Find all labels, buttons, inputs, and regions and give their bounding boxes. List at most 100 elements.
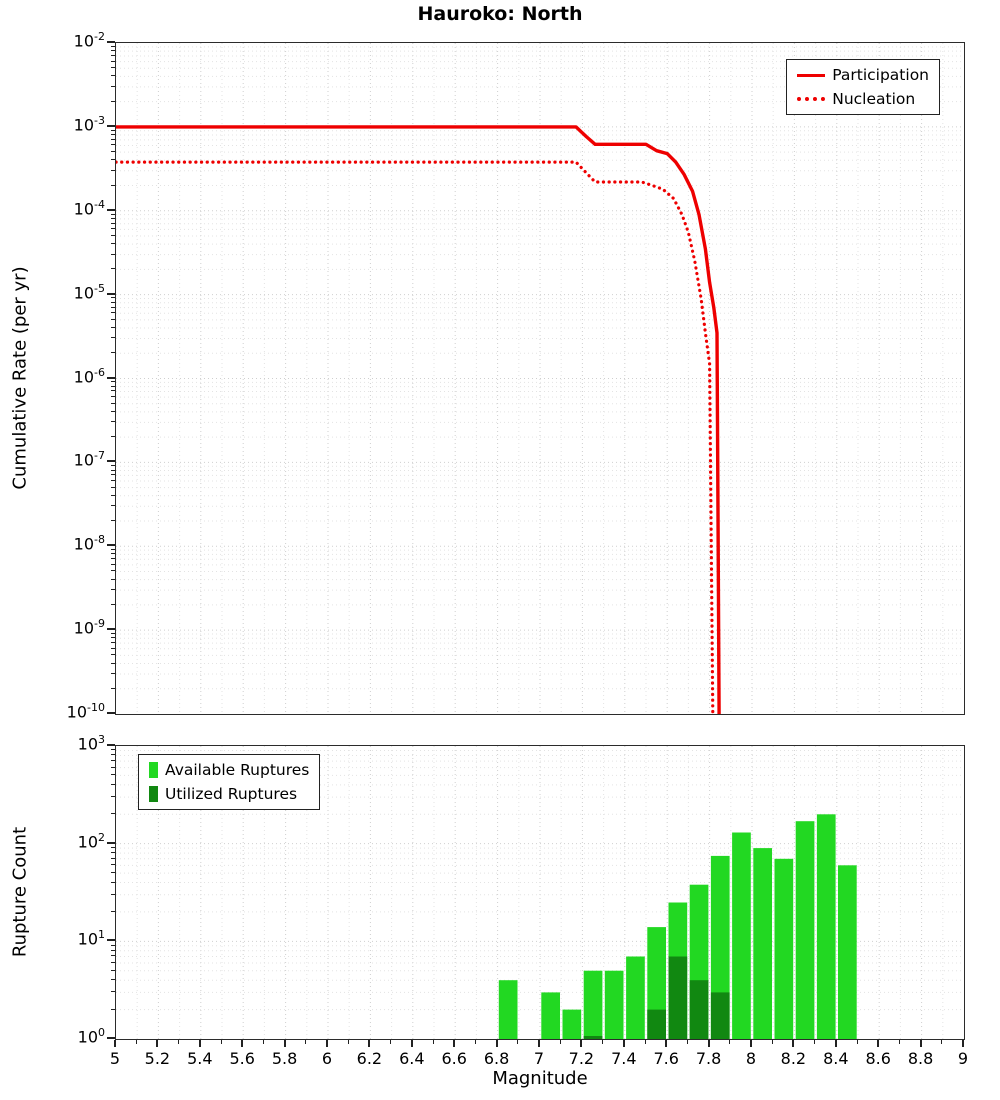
x-tick-label: 7.6 — [653, 1049, 679, 1068]
x-minor-tick-mark — [135, 1040, 137, 1044]
x-tick-mark — [919, 1040, 922, 1047]
y-minor-tick-mark — [111, 228, 115, 230]
x-tick-label: 5 — [109, 1049, 121, 1068]
x-tick-mark — [453, 1040, 456, 1047]
y-tick-mark — [107, 460, 115, 463]
y-tick-mark — [107, 1037, 115, 1039]
legend-label-nucleation: Nucleation — [832, 90, 916, 108]
y-minor-tick-mark — [111, 955, 115, 957]
y-minor-tick-mark — [111, 234, 115, 236]
y-minor-tick-mark — [111, 494, 115, 496]
x-tick-label: 6 — [321, 1049, 333, 1068]
x-tick-label: 7.2 — [568, 1049, 595, 1068]
x-tick-mark — [834, 1040, 837, 1047]
y-minor-tick-mark — [111, 217, 115, 219]
x-minor-tick-mark — [729, 1040, 731, 1044]
legend-label-participation: Participation — [832, 66, 929, 84]
y-minor-tick-mark — [111, 654, 115, 656]
legend-row-nucleation: Nucleation — [797, 90, 929, 108]
y-minor-tick-mark — [111, 852, 115, 854]
y-tick-label: 10-2 — [73, 30, 105, 51]
y-minor-tick-mark — [111, 944, 115, 946]
available-swatch — [149, 762, 158, 778]
x-tick-label: 5.2 — [144, 1049, 171, 1068]
y-minor-tick-mark — [111, 520, 115, 521]
y-minor-tick-mark — [111, 570, 115, 572]
x-minor-tick-mark — [517, 1040, 519, 1044]
x-minor-tick-mark — [814, 1040, 816, 1044]
y-minor-tick-mark — [111, 213, 115, 215]
y-minor-tick-mark — [111, 647, 115, 649]
y-minor-tick-mark — [111, 549, 115, 551]
y-minor-tick-mark — [111, 169, 115, 171]
rupture-count-plot-canvas — [116, 746, 964, 1039]
y-minor-tick-mark — [111, 589, 115, 591]
x-tick-mark — [241, 1040, 244, 1047]
x-minor-tick-mark — [686, 1040, 688, 1044]
x-tick-mark — [707, 1040, 710, 1047]
y-minor-tick-mark — [111, 159, 115, 161]
x-minor-tick-mark — [559, 1040, 561, 1044]
legend-row-participation: Participation — [797, 66, 929, 84]
x-tick-mark — [410, 1040, 413, 1047]
x-tick-label: 8.4 — [823, 1049, 849, 1068]
x-tick-label: 7.8 — [695, 1049, 722, 1068]
y-minor-tick-mark — [111, 396, 115, 398]
y-minor-tick-mark — [111, 385, 115, 387]
x-tick-label: 5.6 — [229, 1049, 255, 1068]
y-minor-tick-mark — [111, 421, 115, 423]
y-minor-tick-mark — [111, 337, 115, 339]
rupture-legend: Available Ruptures Utilized Ruptures — [138, 754, 321, 810]
y-minor-tick-mark — [111, 390, 115, 392]
x-minor-tick-mark — [390, 1040, 392, 1044]
y-minor-tick-mark — [111, 138, 115, 140]
x-axis-label: Magnitude — [492, 1068, 588, 1089]
y-minor-tick-mark — [111, 297, 115, 299]
y-tick-mark — [107, 939, 115, 942]
y-tick-mark — [107, 292, 115, 295]
y-tick-label: 101 — [77, 928, 105, 949]
x-tick-label: 7.4 — [611, 1049, 637, 1068]
y-minor-tick-mark — [111, 991, 115, 993]
x-tick-label: 6.6 — [441, 1049, 467, 1068]
y-minor-tick-mark — [111, 410, 115, 412]
rate-legend: Participation Nucleation — [786, 59, 940, 115]
y-minor-tick-mark — [111, 60, 115, 62]
y-minor-tick-mark — [111, 100, 115, 102]
y-minor-tick-mark — [111, 253, 115, 255]
x-minor-tick-mark — [771, 1040, 773, 1044]
x-minor-tick-mark — [305, 1040, 307, 1044]
y-tick-label: 10-3 — [73, 113, 105, 135]
y-minor-tick-mark — [111, 969, 115, 971]
cumulative-rate-plot: Participation Nucleation — [115, 42, 965, 715]
legend-row-available: Available Ruptures — [149, 761, 309, 779]
y-minor-tick-mark — [111, 578, 115, 580]
y-tick-label: 10-10 — [66, 701, 105, 722]
y-minor-tick-mark — [111, 603, 115, 605]
y-minor-tick-mark — [111, 949, 115, 951]
y-minor-tick-mark — [111, 766, 115, 768]
y-tick-mark — [107, 712, 115, 714]
y-minor-tick-mark — [111, 857, 115, 859]
y-minor-tick-mark — [111, 558, 115, 560]
chart-title: Hauroko: North — [417, 3, 583, 25]
y-minor-tick-mark — [111, 1008, 115, 1010]
y-tick-label: 103 — [77, 733, 105, 754]
y-minor-tick-mark — [111, 662, 115, 664]
x-tick-mark — [538, 1040, 540, 1047]
y-minor-tick-mark — [111, 553, 115, 555]
x-minor-tick-mark — [856, 1040, 858, 1044]
y-minor-tick-mark — [111, 129, 115, 131]
x-tick-mark — [665, 1040, 668, 1047]
y-tick-mark — [107, 208, 115, 211]
y-minor-tick-mark — [111, 469, 115, 471]
x-tick-label: 8.8 — [907, 1049, 934, 1068]
nucleation-line-sample — [797, 97, 826, 101]
rupture-count-plot: Available Ruptures Utilized Ruptures — [115, 745, 965, 1040]
x-tick-mark — [114, 1040, 116, 1047]
x-minor-tick-mark — [347, 1040, 349, 1044]
y-minor-tick-mark — [111, 318, 115, 320]
x-tick-mark — [156, 1040, 159, 1047]
y-tick-label: 102 — [77, 830, 105, 851]
legend-row-utilized: Utilized Ruptures — [149, 785, 309, 803]
